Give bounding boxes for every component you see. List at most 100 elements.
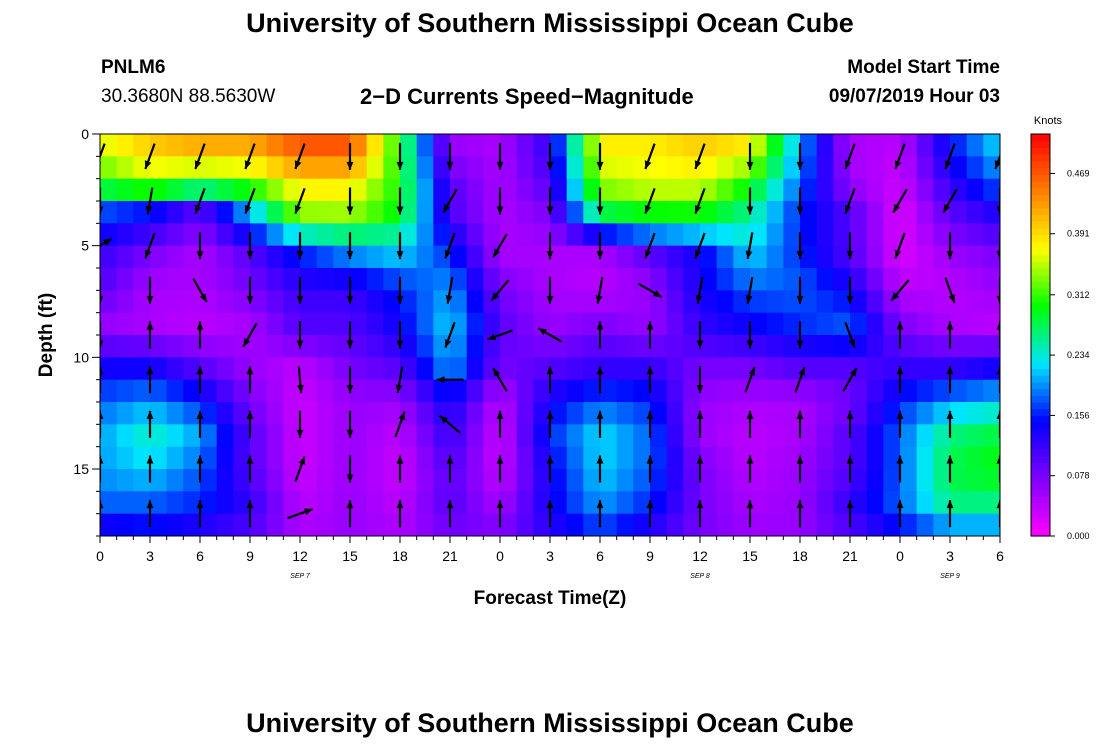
heatmap-cell: [700, 424, 718, 448]
y-tick-label: 10: [73, 349, 89, 365]
heatmap-cell: [750, 469, 768, 492]
heatmap-cell: [350, 268, 368, 291]
heatmap-cell: [983, 268, 1000, 291]
heatmap-cell: [700, 156, 718, 180]
heatmap-cell: [666, 357, 684, 381]
heatmap-cell: [366, 379, 384, 403]
heatmap-cell: [983, 245, 1000, 269]
heatmap-cell: [350, 446, 368, 470]
heatmap-cell: [533, 357, 551, 381]
heatmap-cell: [516, 178, 534, 202]
heatmap-cell: [533, 245, 551, 269]
heatmap-cell: [416, 268, 434, 291]
heatmap-cell: [200, 469, 218, 492]
heatmap-cell: [450, 402, 468, 425]
heatmap-cell: [100, 134, 118, 157]
heatmap-cell: [216, 223, 234, 247]
heatmap-cell: [516, 156, 534, 180]
heatmap-cell: [166, 357, 184, 381]
heatmap-cell: [166, 201, 184, 224]
heatmap-cell: [100, 312, 118, 336]
heatmap-cell: [716, 357, 734, 381]
heatmap-cell: [366, 402, 384, 425]
heatmap-cell: [150, 402, 168, 425]
heatmap-cell: [283, 491, 301, 515]
heatmap-cell: [850, 379, 868, 403]
heatmap-cell: [916, 491, 934, 515]
heatmap-cell: [416, 178, 434, 202]
colorbar-segment: [1031, 160, 1050, 169]
heatmap-cell: [700, 402, 718, 425]
heatmap-cell: [766, 290, 784, 314]
heatmap-cell: [983, 290, 1000, 314]
heatmap-cell: [433, 268, 451, 291]
heatmap-cell: [900, 245, 918, 269]
heatmap-cell: [216, 245, 234, 269]
heatmap-cell: [566, 335, 584, 358]
heatmap-cell: [950, 178, 968, 202]
heatmap-cell: [733, 357, 751, 381]
heatmap-cell: [450, 335, 468, 358]
heatmap-cell: [416, 312, 434, 336]
heatmap-cell: [516, 379, 534, 403]
current-vector: [595, 276, 604, 304]
heatmap-cell: [100, 424, 118, 448]
heatmap-cell: [550, 223, 568, 247]
heatmap-cell: [266, 178, 284, 202]
heatmap-cell: [450, 178, 468, 202]
heatmap-cell: [700, 134, 718, 157]
heatmap-cell: [166, 290, 184, 314]
heatmap-cell: [650, 156, 668, 180]
heatmap-cell: [566, 446, 584, 470]
heatmap-cell: [466, 402, 484, 425]
current-vector: [146, 410, 154, 438]
colorbar-segment: [1031, 201, 1050, 209]
heatmap-cell: [700, 178, 718, 202]
heatmap-cell: [400, 402, 418, 425]
heatmap-cell: [400, 357, 418, 381]
heatmap-cell: [350, 201, 368, 224]
heatmap-cell: [250, 134, 268, 157]
current-vector: [196, 366, 204, 394]
heatmap-cell: [833, 134, 851, 157]
heatmap-cell: [500, 513, 518, 536]
current-vector: [696, 455, 704, 483]
colorbar-frame: [1030, 133, 1051, 537]
heatmap-cell: [616, 178, 634, 202]
colorbar-segment: [1031, 301, 1050, 309]
heatmap-cell: [100, 491, 118, 515]
heatmap-cell: [816, 335, 834, 358]
heatmap-cell: [616, 379, 634, 403]
heatmap-cell: [433, 513, 451, 536]
heatmap-cell: [550, 335, 568, 358]
heatmap-cell: [283, 469, 301, 492]
y-tick-label: 15: [73, 461, 89, 477]
current-vector: [842, 367, 858, 392]
heatmap-cell: [766, 513, 784, 536]
colorbar-segment: [1031, 147, 1050, 155]
heatmap-cell: [700, 245, 718, 269]
heatmap-cell: [733, 513, 751, 536]
heatmap-cell: [950, 469, 968, 492]
current-vector: [100, 455, 104, 483]
heatmap-cell: [950, 513, 968, 536]
current-vector: [646, 366, 654, 394]
heatmap-cell: [400, 446, 418, 470]
heatmap-cell: [433, 357, 451, 381]
heatmap-cell: [566, 178, 584, 202]
heatmap-cell: [533, 446, 551, 470]
current-vector: [346, 410, 354, 438]
current-vector: [146, 276, 154, 304]
heatmap-cell: [933, 312, 951, 336]
heatmap-cell: [983, 402, 1000, 425]
heatmap-cell: [400, 134, 418, 157]
colorbar-segment: [1031, 234, 1050, 242]
heatmap-cell: [816, 491, 834, 515]
current-vector: [637, 282, 663, 299]
heatmap-cell: [850, 134, 868, 157]
heatmap-cell: [566, 268, 584, 291]
heatmap-cell: [933, 513, 951, 536]
heatmap-cell: [483, 201, 501, 224]
heatmap-cell: [933, 357, 951, 381]
heatmap-cell: [216, 424, 234, 448]
